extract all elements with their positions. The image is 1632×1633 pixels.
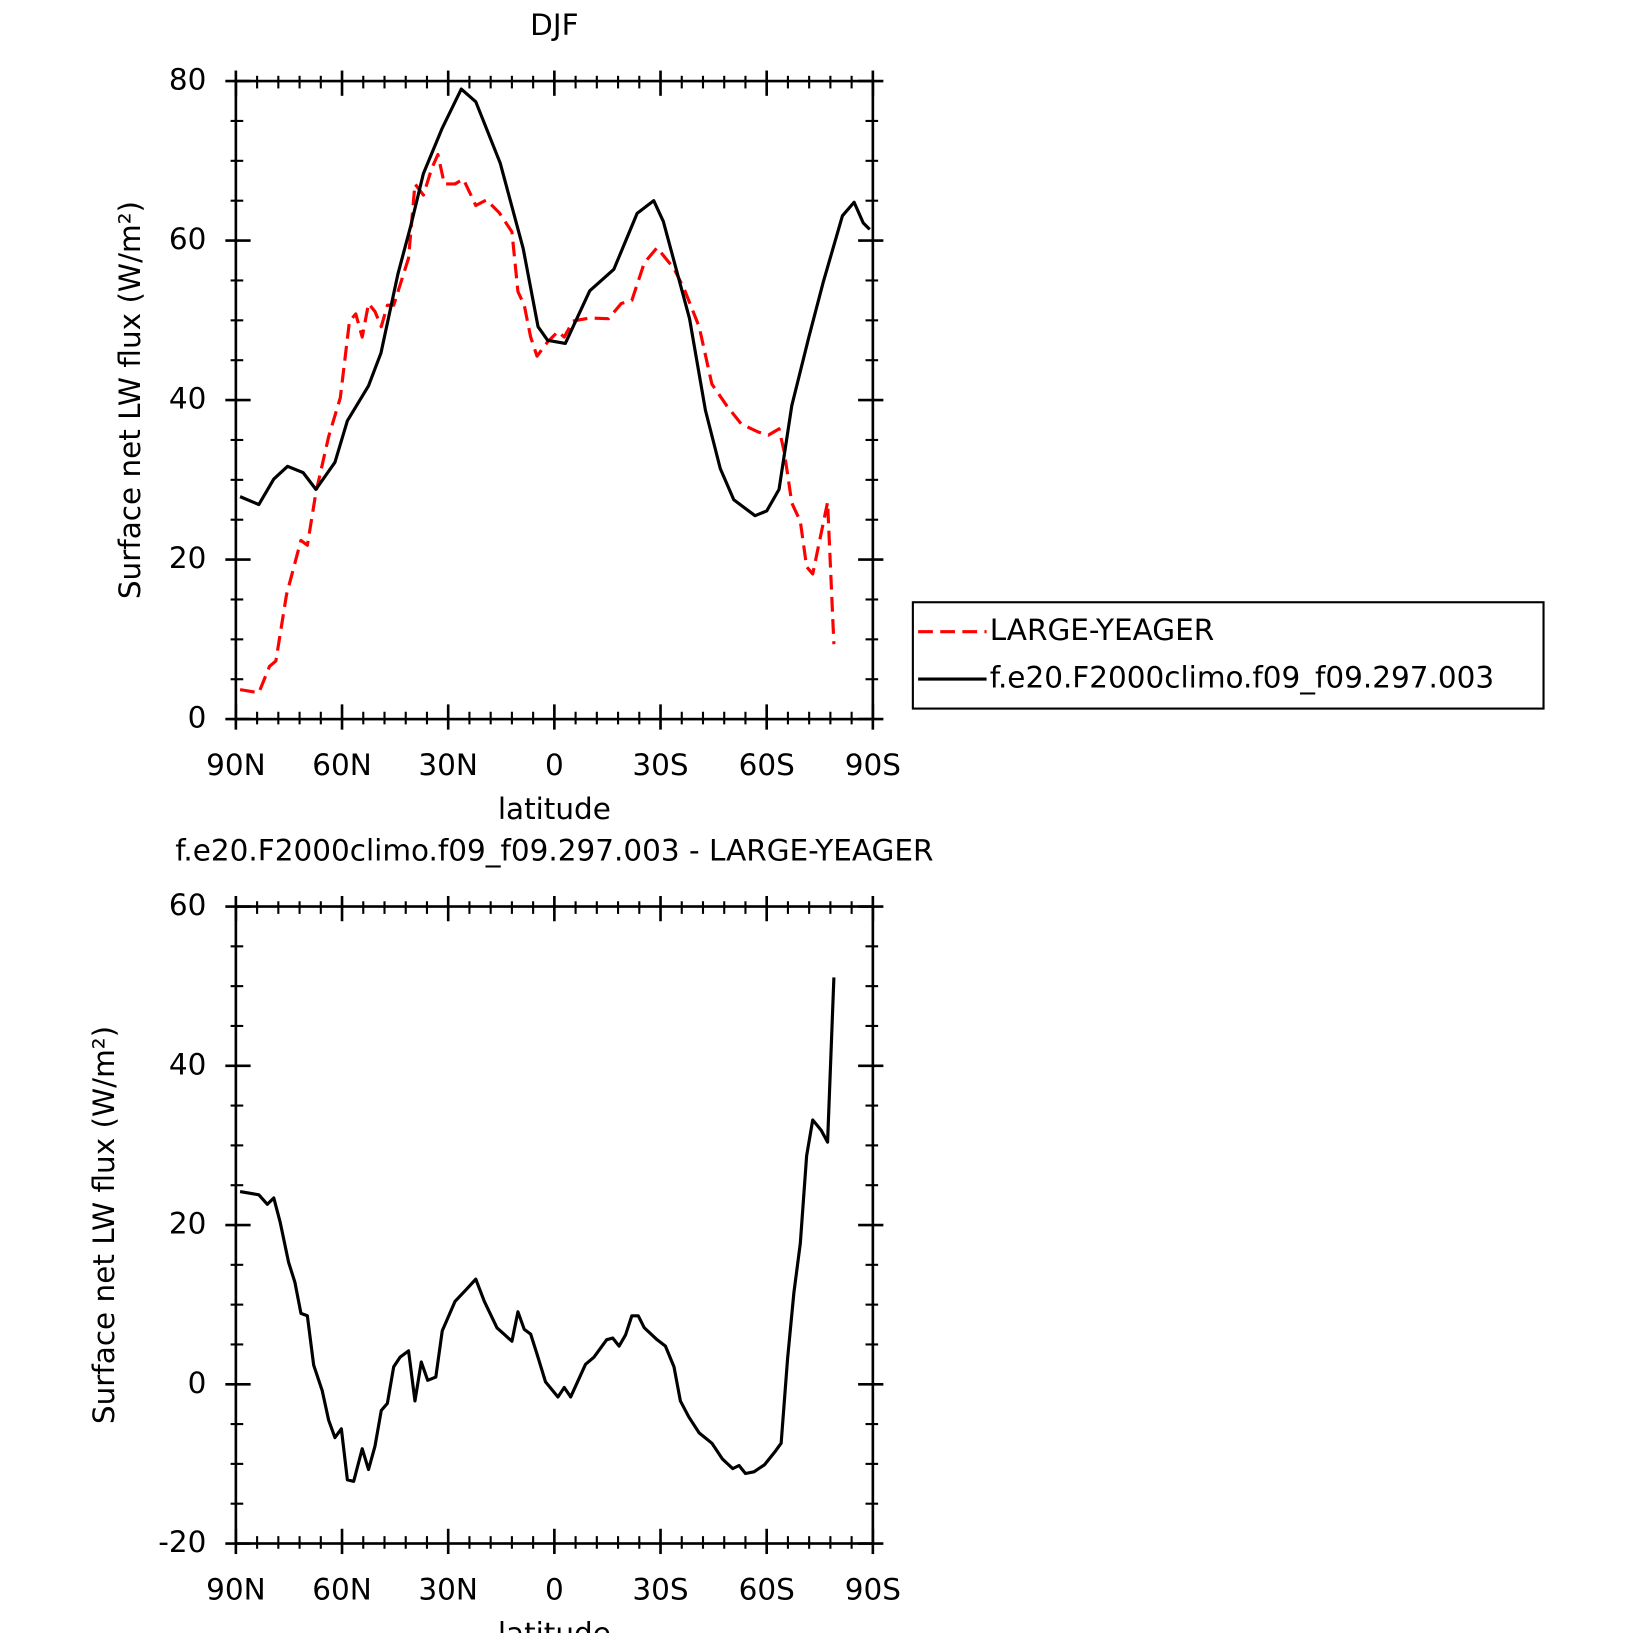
legend-box [911, 601, 1545, 710]
x-tick-label: 30N [418, 748, 478, 782]
x-tick-label: 90S [845, 748, 901, 782]
x-tick-label: 0 [545, 1572, 564, 1606]
y-tick-label: 20 [169, 1207, 207, 1241]
x-tick-label: 60S [739, 748, 795, 782]
y-tick-label: 80 [169, 63, 207, 97]
x-tick-label: 60N [312, 748, 372, 782]
x-tick-label: 60N [312, 1572, 372, 1606]
y-tick-label: 0 [188, 701, 207, 735]
y-tick-label: -20 [158, 1525, 206, 1559]
y-tick-label: 60 [169, 222, 207, 256]
y-tick-label: 0 [188, 1366, 207, 1400]
y-tick-label: 60 [169, 888, 207, 922]
x-tick-label: 30S [632, 748, 688, 782]
x-tick-label: 60S [739, 1572, 795, 1606]
y-axis-label: Surface net LW flux (W/m²) [87, 1026, 121, 1424]
y-tick-label: 40 [169, 382, 207, 416]
plot-frame [234, 79, 875, 721]
legend-label: f.e20.F2000climo.f09_f09.297.003 [990, 661, 1494, 695]
y-tick-label: 20 [169, 541, 207, 575]
x-axis-label: latitude [498, 792, 611, 826]
chart-title: DJF [530, 8, 578, 42]
data-line [239, 152, 836, 695]
y-tick-label: 40 [169, 1047, 207, 1081]
x-tick-label: 30N [418, 1572, 478, 1606]
x-tick-label: 90N [206, 1572, 266, 1606]
x-tick-label: 0 [545, 748, 564, 782]
x-tick-label: 90N [206, 748, 266, 782]
data-line [239, 977, 836, 1483]
x-axis-label: latitude [498, 1617, 611, 1633]
legend-label: LARGE-YEAGER [990, 613, 1215, 647]
y-axis-label: Surface net LW flux (W/m²) [113, 201, 147, 599]
x-tick-label: 30S [632, 1572, 688, 1606]
chart-title: f.e20.F2000climo.f09_f09.297.003 - LARGE… [175, 833, 933, 867]
data-line [239, 87, 871, 518]
x-tick-label: 90S [845, 1572, 901, 1606]
